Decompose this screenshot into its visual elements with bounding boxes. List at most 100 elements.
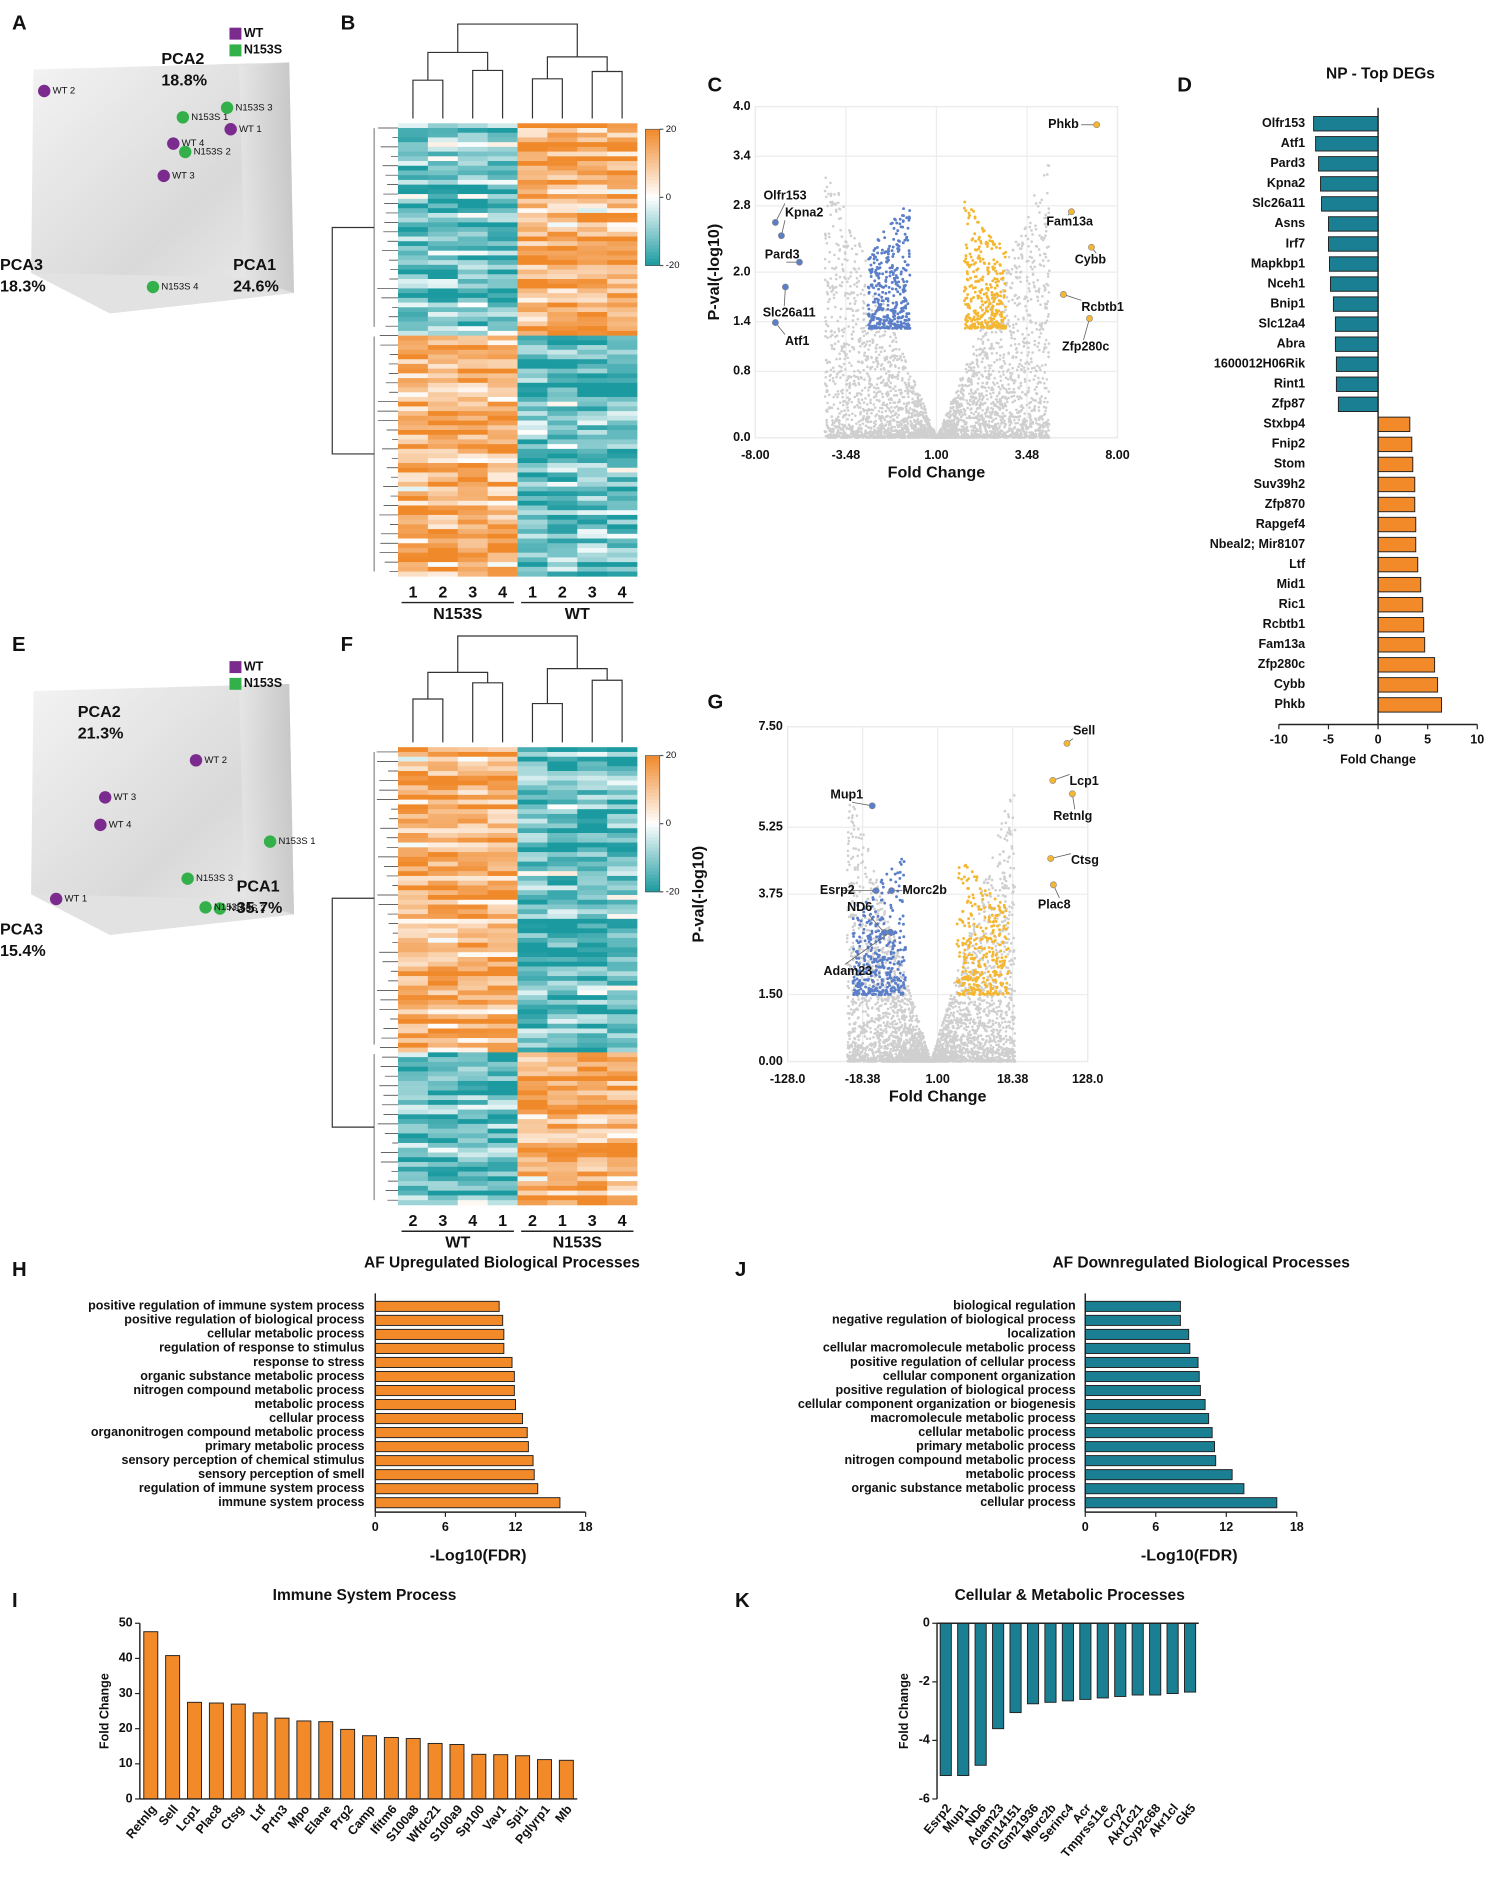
heatmap-cell (487, 227, 518, 233)
heatmap-cell (398, 132, 429, 138)
x-tick-label: 12 (1219, 1520, 1233, 1534)
heatmap-cell (427, 203, 459, 209)
heatmap-cell (607, 481, 638, 487)
heatmap-cell (577, 914, 608, 920)
heatmap-cell (427, 231, 459, 237)
heatmap-cell (487, 1085, 518, 1091)
heatmap-cell (398, 861, 429, 867)
heatmap-cell (607, 1028, 638, 1034)
heatmap-cell (398, 909, 429, 915)
heatmap-cell (517, 1047, 548, 1053)
heatmap-cell (457, 1114, 489, 1120)
heatmap-cell (427, 434, 459, 440)
heatmap-cell (427, 552, 459, 558)
pca-axis-variance: 15.4% (0, 942, 46, 960)
heatmap-cell (457, 194, 489, 200)
heatmap-cell (517, 208, 548, 214)
y-tick-label: -2 (919, 1674, 930, 1688)
heatmap-cell (577, 363, 608, 370)
heatmap-cell (517, 1142, 548, 1149)
heatmap-cell (487, 799, 518, 805)
heatmap-cell (457, 467, 489, 473)
heatmap-cell (517, 1185, 548, 1191)
heatmap-cell (517, 756, 548, 762)
heatmap-cell (577, 1080, 608, 1087)
heatmap-cell (577, 1157, 608, 1163)
gene-label: Cybb (1075, 253, 1107, 267)
bar (1084, 1342, 1191, 1354)
heatmap-cell (427, 1119, 459, 1125)
heatmap-cell (547, 184, 578, 190)
bar (427, 1742, 443, 1800)
heatmap-cell (577, 866, 608, 872)
heatmap-cell (457, 756, 489, 762)
bar (374, 1469, 535, 1481)
heatmap-cell (517, 1042, 548, 1048)
heatmap-cell (487, 231, 518, 237)
heatmap-cell (398, 208, 429, 214)
bar (374, 1441, 529, 1453)
heatmap-cell (577, 751, 608, 758)
bar (1079, 1622, 1092, 1700)
heatmap-cell (427, 923, 459, 929)
heatmap-cell (457, 1119, 489, 1125)
heatmap-cell (487, 297, 518, 303)
category-label: nitrogen compound metabolic process (845, 1453, 1076, 1467)
category-label: Irf7 (1286, 236, 1306, 250)
heatmap-cell (607, 1100, 638, 1106)
heatmap-cell (427, 368, 459, 374)
heatmap-cell (517, 142, 548, 148)
heatmap-cell (607, 297, 638, 303)
heatmap-cell (547, 458, 578, 464)
gene-label: Pard3 (765, 247, 800, 261)
heatmap-cell (457, 505, 489, 511)
heatmap-cell (398, 566, 429, 572)
colorbar-step (645, 180, 660, 185)
heatmap-cell (607, 151, 638, 157)
heatmap-cell (487, 966, 518, 972)
column-label: 3 (588, 1212, 597, 1230)
heatmap-cell (607, 1009, 638, 1015)
heatmap-cell (487, 255, 518, 261)
gene-point (1093, 121, 1101, 129)
heatmap-cell (547, 132, 578, 138)
heatmap-cell (487, 392, 518, 398)
heatmap-cell (398, 458, 429, 464)
category-label: organonitrogen compound metabolic proces… (91, 1425, 365, 1439)
dendrogram (412, 698, 444, 743)
gene-label: Adam23 (823, 964, 872, 978)
colorbar-step (645, 153, 660, 157)
heatmap-cell (427, 279, 459, 285)
heatmap-cell (607, 335, 638, 341)
heatmap-cell (517, 302, 548, 308)
colorbar-step (645, 816, 660, 821)
heatmap-cell (398, 1152, 429, 1158)
heatmap-cell (427, 165, 459, 171)
heatmap-cell (457, 761, 489, 767)
heatmap-cell (427, 330, 459, 336)
heatmap-cell (607, 250, 638, 256)
heatmap-cell (517, 890, 548, 896)
heatmap-cell (427, 871, 459, 877)
y-axis-label: P-val(-log10) (689, 846, 707, 943)
heatmap-cell (457, 1090, 489, 1096)
heatmap-cell (427, 1100, 459, 1106)
heatmap-cell (427, 307, 459, 313)
heatmap-cell (398, 1119, 429, 1125)
bar (1131, 1622, 1144, 1696)
heatmap-cell (607, 359, 638, 365)
pca-point (146, 280, 160, 294)
gene-label: Lcp1 (1070, 774, 1099, 788)
heatmap-cell (517, 283, 548, 289)
heatmap-cell (487, 909, 518, 915)
heatmap-cell (487, 1104, 518, 1110)
pca-point (220, 101, 234, 114)
heatmap-cell (457, 1047, 489, 1053)
heatmap-cell (427, 866, 459, 872)
heatmap-cell (427, 985, 459, 991)
heatmap-cell (607, 288, 638, 294)
heatmap-cell (517, 1018, 548, 1025)
heatmap-cell (577, 411, 608, 417)
heatmap-cell (517, 241, 548, 247)
dendrogram (412, 79, 444, 119)
